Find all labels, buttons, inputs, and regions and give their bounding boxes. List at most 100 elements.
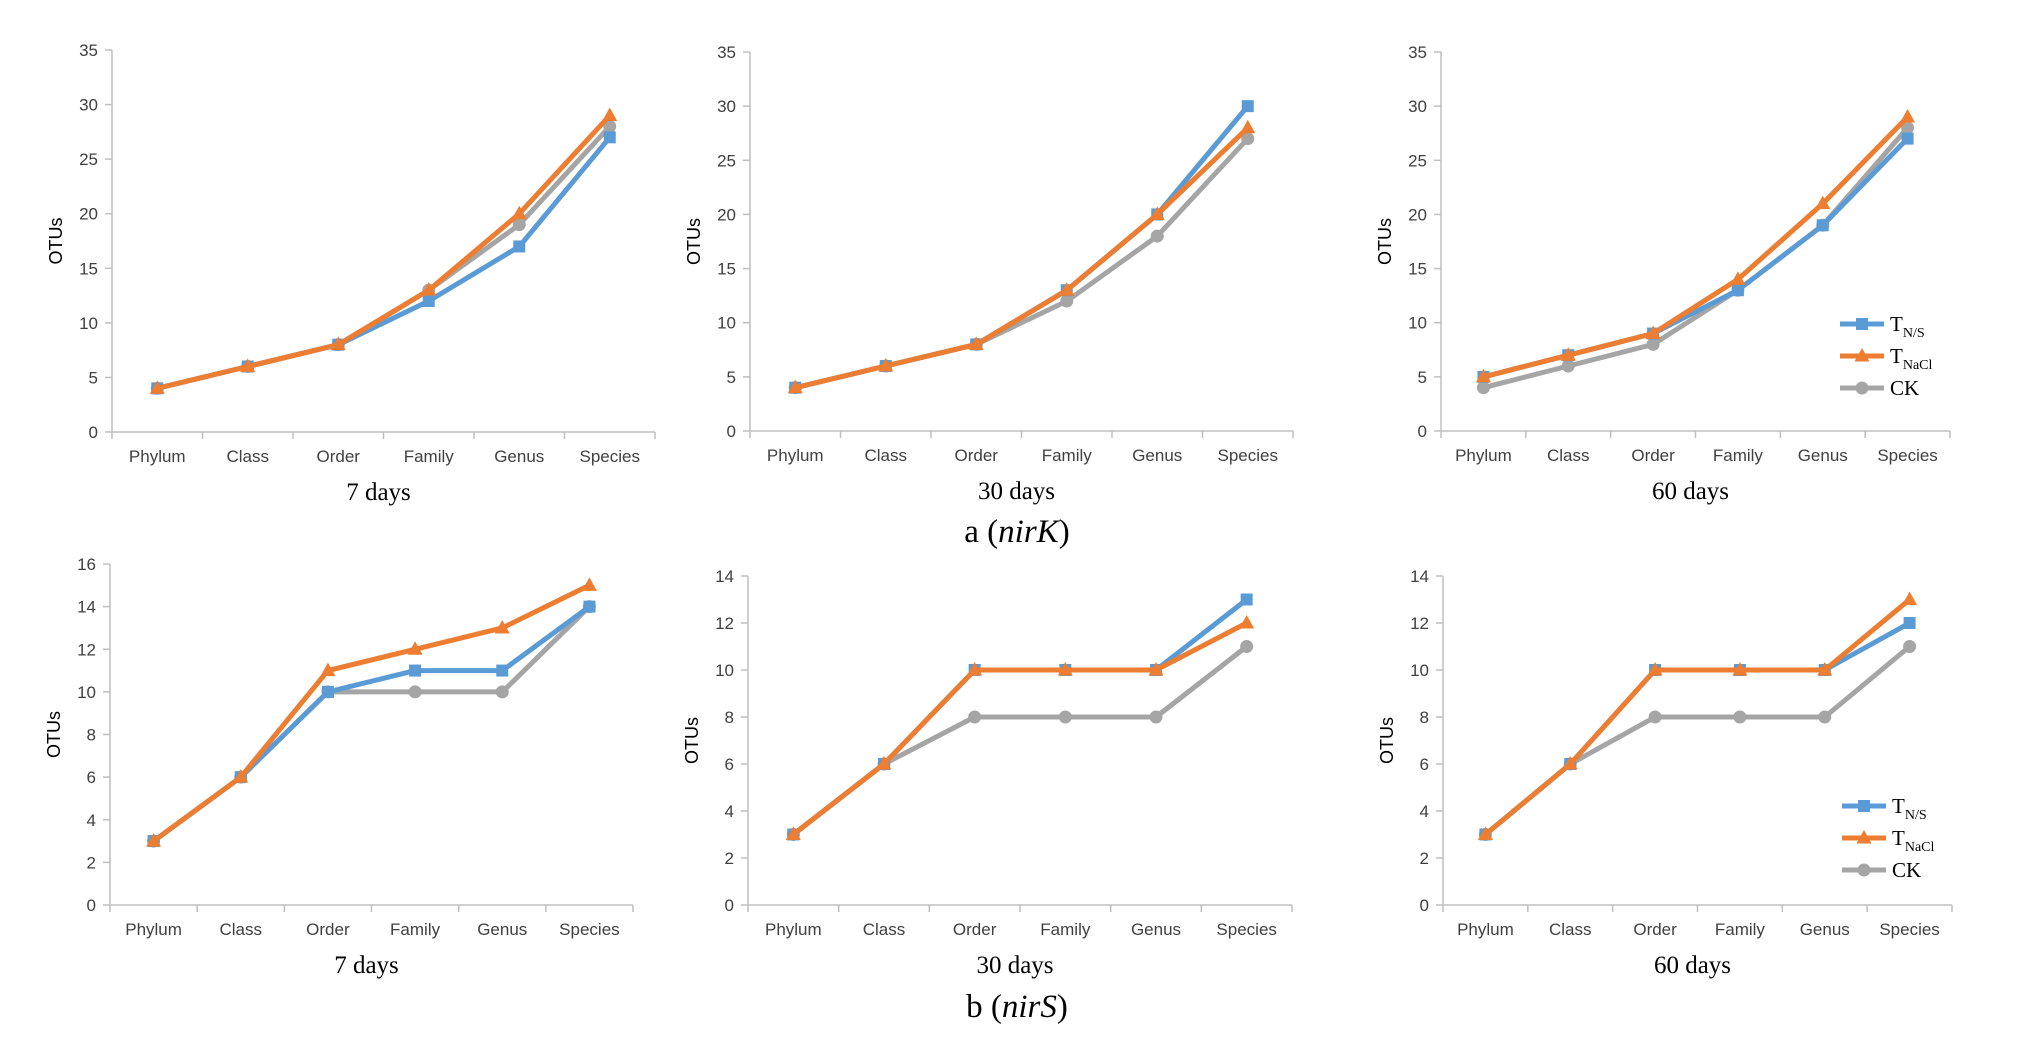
data-point-TNS [1731,284,1744,297]
x-tick-label: Species [580,447,640,466]
legend-label-main: CK [1892,858,1921,882]
y-tick-label: 0 [725,896,734,915]
legend-marker-CK [1857,863,1871,877]
data-point-CK [1150,229,1164,243]
panel-title: 7 days [334,952,399,979]
y-tick-label: 16 [77,555,96,574]
data-point-TNaCl [1240,119,1256,134]
series-line-TNaCl [794,125,1250,391]
x-tick-label: Order [317,447,361,466]
series-line-TNaCl [152,583,591,844]
data-point-TNaCl [1239,615,1255,629]
data-point-CK [1240,640,1254,653]
y-tick-label: 10 [1408,314,1427,333]
series-line-TNaCl [1483,597,1912,837]
x-tick-label: Genus [1131,920,1181,939]
data-point-CK [1561,359,1575,373]
x-tick-label: Species [1879,920,1939,939]
caption-a-suffix: ) [1059,514,1070,550]
data-point-TNaCl [787,379,803,394]
data-point-TNaCl [1647,662,1663,676]
y-tick-label: 4 [725,802,734,821]
data-point-TNS [321,685,334,698]
x-tick-label: Family [390,920,441,939]
data-point-TNaCl [1148,662,1164,676]
x-tick-label: Genus [1132,446,1182,465]
y-tick-label: 5 [727,368,736,387]
data-point-TNS [1901,132,1914,145]
y-axis-title: OTUs [1377,717,1397,764]
y-tick-label: 12 [715,614,734,633]
y-tick-label: 25 [79,150,98,169]
legend-marker-TNS [1856,318,1868,330]
caption-a-gene: nirK [998,514,1061,550]
y-tick-label: 0 [87,896,96,915]
y-tick-label: 5 [89,368,98,387]
x-tick-label: Family [1042,446,1093,465]
y-tick-label: 6 [1420,755,1429,774]
caption-a-prefix: a ( [964,514,998,550]
data-point-TNaCl [1817,662,1833,676]
chart-panel-a-0: 0 5 10 15 20 25 30 35 Phylum Class Order Family Genu… [46,41,656,506]
legend-label-sub: N/S [1903,326,1925,341]
y-tick-label: 10 [1410,661,1429,680]
chart-panel-b-4: 0 2 4 6 8 10 12 14 Phylum Class Order Family Genus Sp… [682,567,1293,979]
legend-label-TNS: TN/S [1890,312,1925,341]
data-point-CK [512,218,526,232]
data-point-TNaCl [1645,325,1661,340]
series-line-TNS [1482,136,1910,380]
data-point-TNaCl [876,756,892,770]
data-point-TNaCl [320,662,336,677]
legend-label-sub: NaCl [1903,358,1933,373]
chart-panel-b-3: 0 2 4 6 8 10 12 14 16 Phylum Class Order Family Genus… [44,555,634,979]
x-tick-label: Class [1549,920,1592,939]
legend-label-sub: N/S [1905,808,1927,823]
y-tick-label: 10 [77,683,96,702]
legend-label-main: T [1892,826,1905,850]
y-tick-label: 25 [717,151,736,170]
y-tick-label: 8 [87,726,96,745]
data-point-CK [495,685,509,699]
y-axis-title: OTUs [44,711,64,758]
y-tick-label: 20 [1408,205,1427,224]
data-point-TNaCl [494,619,510,634]
legend-marker-TNaCl [1854,348,1870,362]
y-tick-label: 2 [1420,849,1429,868]
y-tick-label: 14 [1410,567,1429,586]
x-tick-label: Class [226,447,269,466]
x-tick-label: Genus [1798,446,1848,465]
series-line-TNS [156,135,612,391]
x-tick-label: Species [1218,446,1278,465]
x-tick-label: Genus [494,447,544,466]
data-point-CK [1903,640,1917,653]
chart-panel-b-5: 0 2 4 6 8 10 12 14 Phylum Class Order Family Genus Sp… [1377,567,1953,979]
data-point-TNaCl [233,769,249,783]
data-point-TNaCl [240,358,256,373]
x-tick-label: Class [1547,446,1590,465]
x-tick-label: Species [559,920,619,939]
data-point-TNaCl [581,577,597,591]
series-line-TNS [794,104,1250,391]
data-point-CK [1241,132,1255,146]
legend-label-TNaCl: TNaCl [1892,826,1934,855]
x-tick-label: Phylum [129,447,186,466]
x-tick-label: Class [863,920,906,939]
data-point-TNS [1240,593,1253,606]
data-point-CK [1149,710,1163,724]
data-point-TNaCl [330,336,346,351]
y-tick-label: 8 [725,708,734,727]
y-tick-label: 8 [1420,708,1429,727]
y-tick-label: 30 [717,97,736,116]
legend-label-TNaCl: TNaCl [1890,344,1932,373]
data-point-TNS [1816,219,1829,232]
x-tick-label: Order [953,920,997,939]
y-axis-title: OTUs [1375,218,1395,265]
data-point-TNaCl [1902,591,1918,605]
data-point-TNS [496,664,509,677]
y-tick-label: 0 [1420,896,1429,915]
y-tick-label: 6 [725,755,734,774]
y-tick-label: 30 [1408,97,1427,116]
data-point-CK [1901,121,1915,135]
y-tick-label: 30 [79,96,98,115]
